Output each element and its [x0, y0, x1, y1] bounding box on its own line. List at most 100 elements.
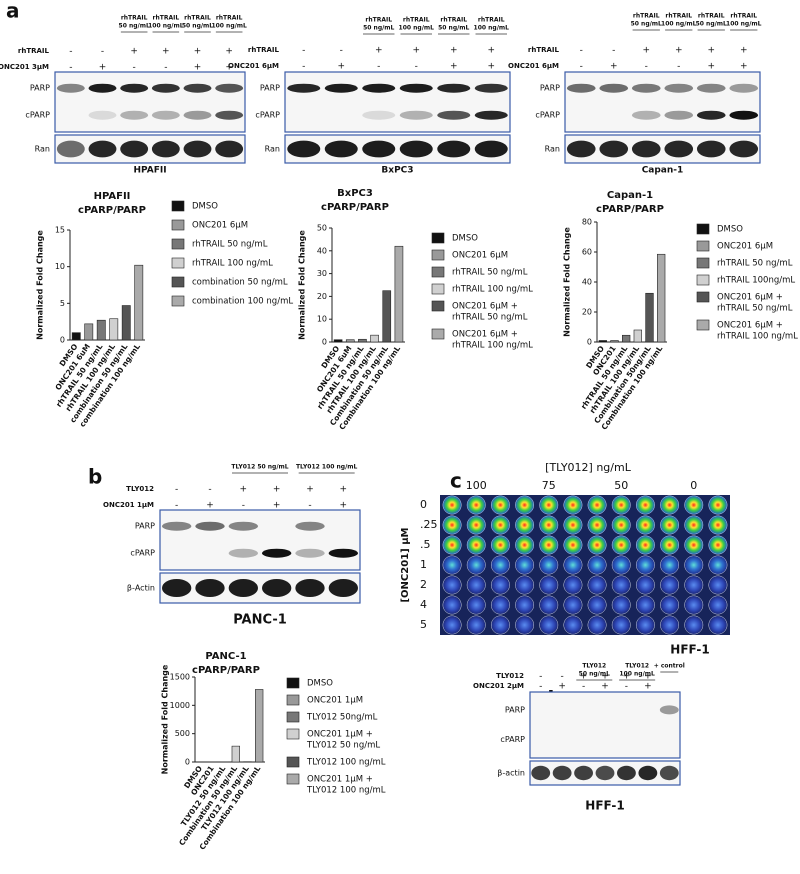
y-tick-label: 10: [317, 315, 327, 324]
band: [151, 110, 180, 120]
plate-ylabel: [ONC201] µM: [400, 527, 411, 602]
band-label: cPARP: [255, 111, 280, 120]
band: [437, 110, 471, 120]
well: [515, 535, 535, 555]
y-tick-label: 5: [60, 299, 65, 308]
well: [635, 555, 655, 575]
band: [599, 83, 629, 93]
well: [635, 615, 655, 635]
treatment-label: TLY012: [496, 672, 524, 680]
band: [595, 765, 615, 781]
well: [563, 595, 583, 615]
treatment-sign: -: [175, 501, 178, 511]
well: [490, 595, 510, 615]
band: [664, 83, 694, 93]
legend-label: ONC201 6µM: [452, 251, 508, 261]
treatment-label: TLY012: [126, 485, 154, 493]
legend-label: DMSO: [307, 679, 333, 689]
legend-swatch: [286, 711, 300, 723]
band: [362, 140, 396, 158]
legend-swatch: [696, 223, 710, 235]
well: [611, 555, 631, 575]
treatment-sign: -: [677, 62, 680, 72]
bar: [71, 332, 81, 341]
bar: [598, 340, 607, 343]
band: [228, 521, 258, 531]
treatment-sign: +: [450, 62, 458, 72]
blot-title: Capan-1: [642, 166, 684, 176]
well: [684, 555, 704, 575]
lane-header: 100 ng/mL: [148, 23, 184, 30]
column-label: 50: [614, 479, 628, 492]
legend-swatch: [171, 295, 185, 307]
well: [660, 575, 680, 595]
legend-label: ONC201 6µM: [192, 221, 248, 231]
band-label: PARP: [135, 522, 155, 531]
y-tick-label: 500: [175, 729, 190, 738]
well: [708, 515, 728, 535]
lane-header: rhTRAIL: [633, 13, 660, 20]
band: [566, 83, 596, 93]
treatment-sign: -: [415, 62, 418, 72]
band: [729, 140, 759, 158]
well: [563, 495, 583, 515]
band-label: Ran: [545, 145, 560, 154]
treatment-sign: +: [162, 47, 170, 57]
y-axis-label: Normalized Fold Change: [36, 230, 45, 340]
well: [466, 615, 486, 635]
y-tick-label: 1000: [170, 701, 190, 710]
band: [162, 579, 192, 597]
treatment-sign: -: [69, 63, 72, 73]
band: [162, 521, 192, 531]
treatment-sign: +: [623, 672, 631, 682]
band: [324, 140, 358, 158]
blot-frame: [284, 134, 511, 164]
treatment-sign: +: [340, 501, 348, 511]
blot-frame: [159, 509, 361, 571]
treatment-sign: +: [340, 485, 348, 495]
band: [631, 83, 661, 93]
y-tick-label: 15: [55, 226, 65, 235]
lane-header: 50 ng/mL: [119, 23, 150, 30]
legend-label: rhTRAIL 100 ng/mL: [192, 259, 273, 269]
treatment-sign: +: [580, 672, 588, 682]
lane-header: rhTRAIL: [403, 17, 430, 24]
band: [552, 765, 572, 781]
well: [490, 515, 510, 535]
band: [215, 140, 244, 158]
band-label: PARP: [30, 84, 50, 93]
panel-label: b: [88, 465, 102, 489]
well: [442, 535, 462, 555]
band: [287, 83, 321, 93]
well: [442, 515, 462, 535]
legend-swatch: [286, 677, 300, 689]
column-label: 100: [466, 479, 487, 492]
treatment-sign: +: [337, 62, 345, 72]
lane-header: 50 ng/mL: [696, 21, 727, 28]
chart-subtitle: cPARP/PARP: [596, 204, 664, 215]
blot-title: HPAFII: [133, 166, 166, 176]
band: [262, 579, 292, 597]
legend-swatch: [286, 694, 300, 706]
bar: [645, 292, 654, 343]
legend-swatch: [286, 773, 300, 785]
well: [587, 515, 607, 535]
column-label: 0: [690, 479, 697, 492]
legend-label: ONC201 6µM +: [452, 330, 518, 340]
y-tick-label: 0: [60, 336, 65, 345]
band: [328, 579, 359, 597]
well: [660, 555, 680, 575]
legend-label: TLY012 100 ng/mL: [306, 758, 386, 768]
band: [399, 83, 433, 93]
y-tick-label: 0: [322, 338, 327, 347]
legend-label: DMSO: [717, 225, 743, 235]
well: [708, 595, 728, 615]
well: [660, 615, 680, 635]
band: [183, 83, 212, 93]
treatment-sign: -: [561, 672, 564, 682]
blot-frame: [159, 572, 361, 604]
band-label: PARP: [540, 84, 560, 93]
band: [659, 765, 679, 781]
treatment-sign: +: [601, 672, 609, 682]
well: [587, 595, 607, 615]
